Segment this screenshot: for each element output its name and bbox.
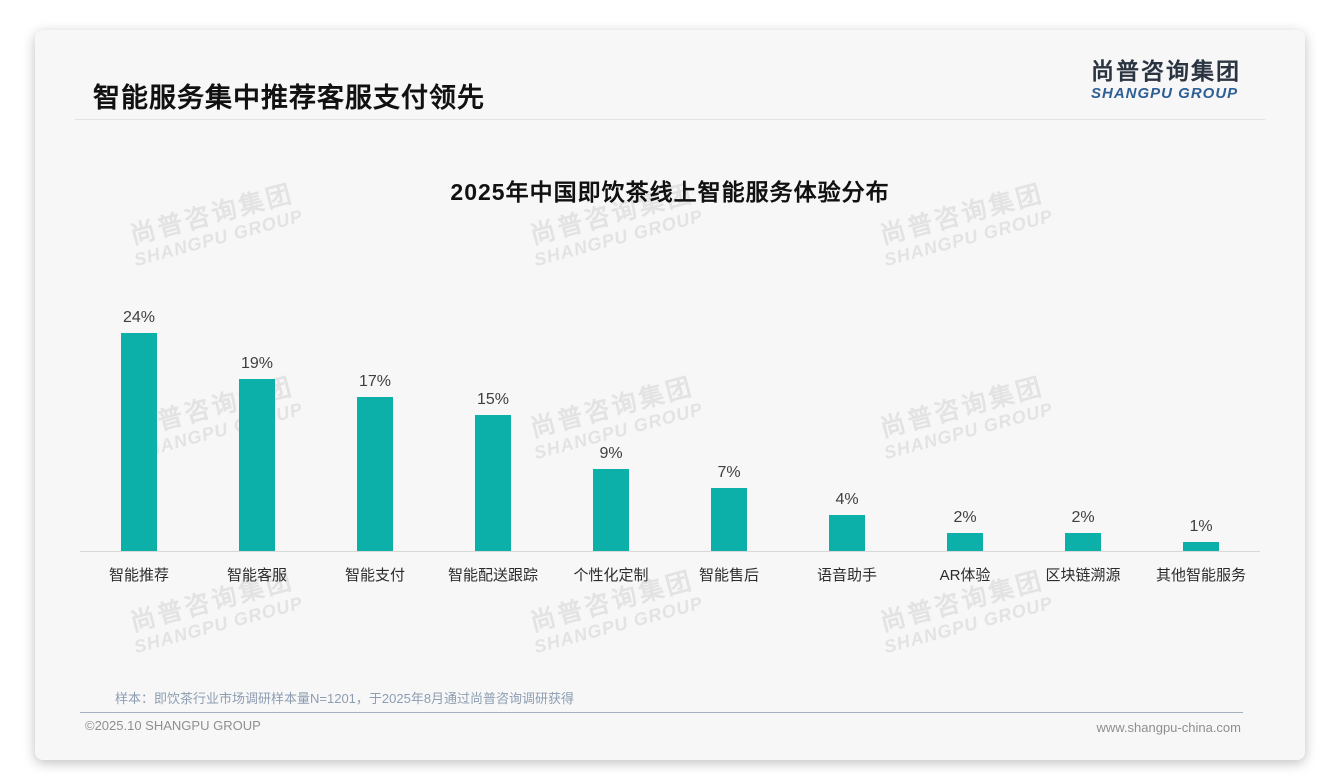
bar-value-label: 19% bbox=[240, 355, 274, 372]
logo-chinese-text: 尚普咨询集团 bbox=[1091, 58, 1241, 84]
watermark-english: SHANGPU GROUP bbox=[531, 205, 705, 270]
bar-column: 2% bbox=[1024, 509, 1142, 551]
bar-column: 2% bbox=[906, 509, 1024, 551]
watermark-english: SHANGPU GROUP bbox=[881, 205, 1055, 270]
bar-value-label: 4% bbox=[835, 491, 859, 508]
header-divider bbox=[75, 119, 1265, 120]
bar-value-label: 7% bbox=[717, 464, 741, 481]
watermark-english: SHANGPU GROUP bbox=[131, 205, 305, 270]
bar-value-label: 2% bbox=[953, 509, 977, 526]
bar-value-label: 2% bbox=[1071, 509, 1095, 526]
bar-value-label: 9% bbox=[599, 445, 623, 462]
footer-divider bbox=[80, 712, 1243, 713]
company-logo: 尚普咨询集团 SHANGPU GROUP bbox=[1091, 58, 1241, 102]
bar-value-label: 24% bbox=[122, 309, 156, 326]
bar bbox=[593, 469, 629, 551]
bar-value-label: 1% bbox=[1189, 518, 1213, 535]
page-title: 智能服务集中推荐客服支付领先 bbox=[93, 83, 485, 113]
bar-value-label: 17% bbox=[358, 373, 392, 390]
category-label: 区块链溯源 bbox=[1045, 567, 1121, 584]
website-link[interactable]: www.shangpu-china.com bbox=[1096, 720, 1241, 735]
bar bbox=[121, 333, 157, 551]
bar bbox=[475, 415, 511, 551]
chart-title: 2025年中国即饮茶线上智能服务体验分布 bbox=[450, 179, 890, 205]
bars-container: 24% 19% 17% 15% 9% 7% 4% 2% 2% 1% bbox=[80, 295, 1260, 551]
slide-card: 尚普咨询集团 SHANGPU GROUP 尚普咨询集团 SHANGPU GROUP 尚普… bbox=[35, 30, 1305, 760]
watermark-english: SHANGPU GROUP bbox=[881, 592, 1055, 657]
bar-column: 7% bbox=[670, 464, 788, 551]
bar-column: 15% bbox=[434, 391, 552, 551]
category-label: 智能售后 bbox=[698, 567, 759, 584]
category-label: 其他智能服务 bbox=[1155, 567, 1246, 584]
watermark-english: SHANGPU GROUP bbox=[131, 592, 305, 657]
category-label: 智能客服 bbox=[226, 567, 287, 584]
bar bbox=[711, 488, 747, 551]
category-axis-labels: 智能推荐 智能客服 智能支付 智能配送跟踪 个性化定制 智能售后 语音助手 AR体验 区块链溯源… bbox=[80, 564, 1260, 585]
logo-english-text: SHANGPU GROUP bbox=[1091, 84, 1239, 102]
bar bbox=[947, 533, 983, 551]
bar-column: 19% bbox=[198, 355, 316, 551]
bar-chart: 24% 19% 17% 15% 9% 7% 4% 2% 2% 1% bbox=[80, 295, 1260, 552]
bar bbox=[239, 379, 275, 551]
watermark-english: SHANGPU GROUP bbox=[531, 592, 705, 657]
category-label: 智能推荐 bbox=[108, 567, 169, 584]
bar bbox=[829, 515, 865, 551]
bar-column: 1% bbox=[1142, 518, 1260, 551]
bar-value-label: 15% bbox=[476, 391, 510, 408]
category-label: 智能支付 bbox=[344, 567, 405, 584]
bar-column: 24% bbox=[80, 309, 198, 551]
category-label: AR体验 bbox=[939, 567, 991, 584]
bar-column: 17% bbox=[316, 373, 434, 551]
bar-column: 4% bbox=[788, 491, 906, 551]
category-label: 个性化定制 bbox=[573, 567, 649, 584]
category-label: 智能配送跟踪 bbox=[447, 567, 538, 584]
bar bbox=[357, 397, 393, 551]
bar bbox=[1183, 542, 1219, 551]
sample-note: 样本：即饮茶行业市场调研样本量N=1201，于2025年8月通过尚普咨询调研获得 bbox=[115, 691, 575, 706]
category-label: 语音助手 bbox=[816, 567, 877, 584]
bar-column: 9% bbox=[552, 445, 670, 551]
copyright-text: ©2025.10 SHANGPU GROUP bbox=[85, 718, 261, 733]
bar bbox=[1065, 533, 1101, 551]
